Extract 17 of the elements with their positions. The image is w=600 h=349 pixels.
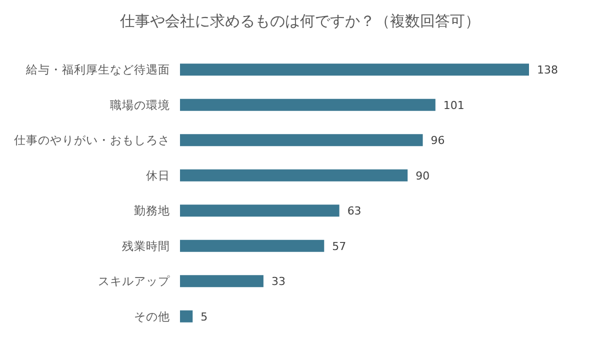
category-label: 残業時間 [122,238,170,253]
category-label: 職場の環境 [110,98,170,112]
data-label: 57 [332,240,346,253]
category-label: 給与・福利厚生など待遇面 [26,62,170,77]
title: 仕事や会社に求めるものは何ですか？（複数回答可） [120,12,480,30]
category-label: 休日 [146,168,170,182]
data-label: 90 [416,169,430,182]
category-label: その他 [134,309,170,324]
data-label: 63 [347,204,362,218]
data-label: 33 [271,275,286,288]
data-label: 101 [443,98,464,112]
category-label: 勤務地 [134,204,170,218]
category-label: スキルアップ [98,274,170,288]
data-label: 96 [430,134,445,148]
category-label: 仕事のやりがい・おもしろさ [14,133,170,148]
data-label: 5 [200,310,208,324]
data-label: 138 [537,64,558,77]
